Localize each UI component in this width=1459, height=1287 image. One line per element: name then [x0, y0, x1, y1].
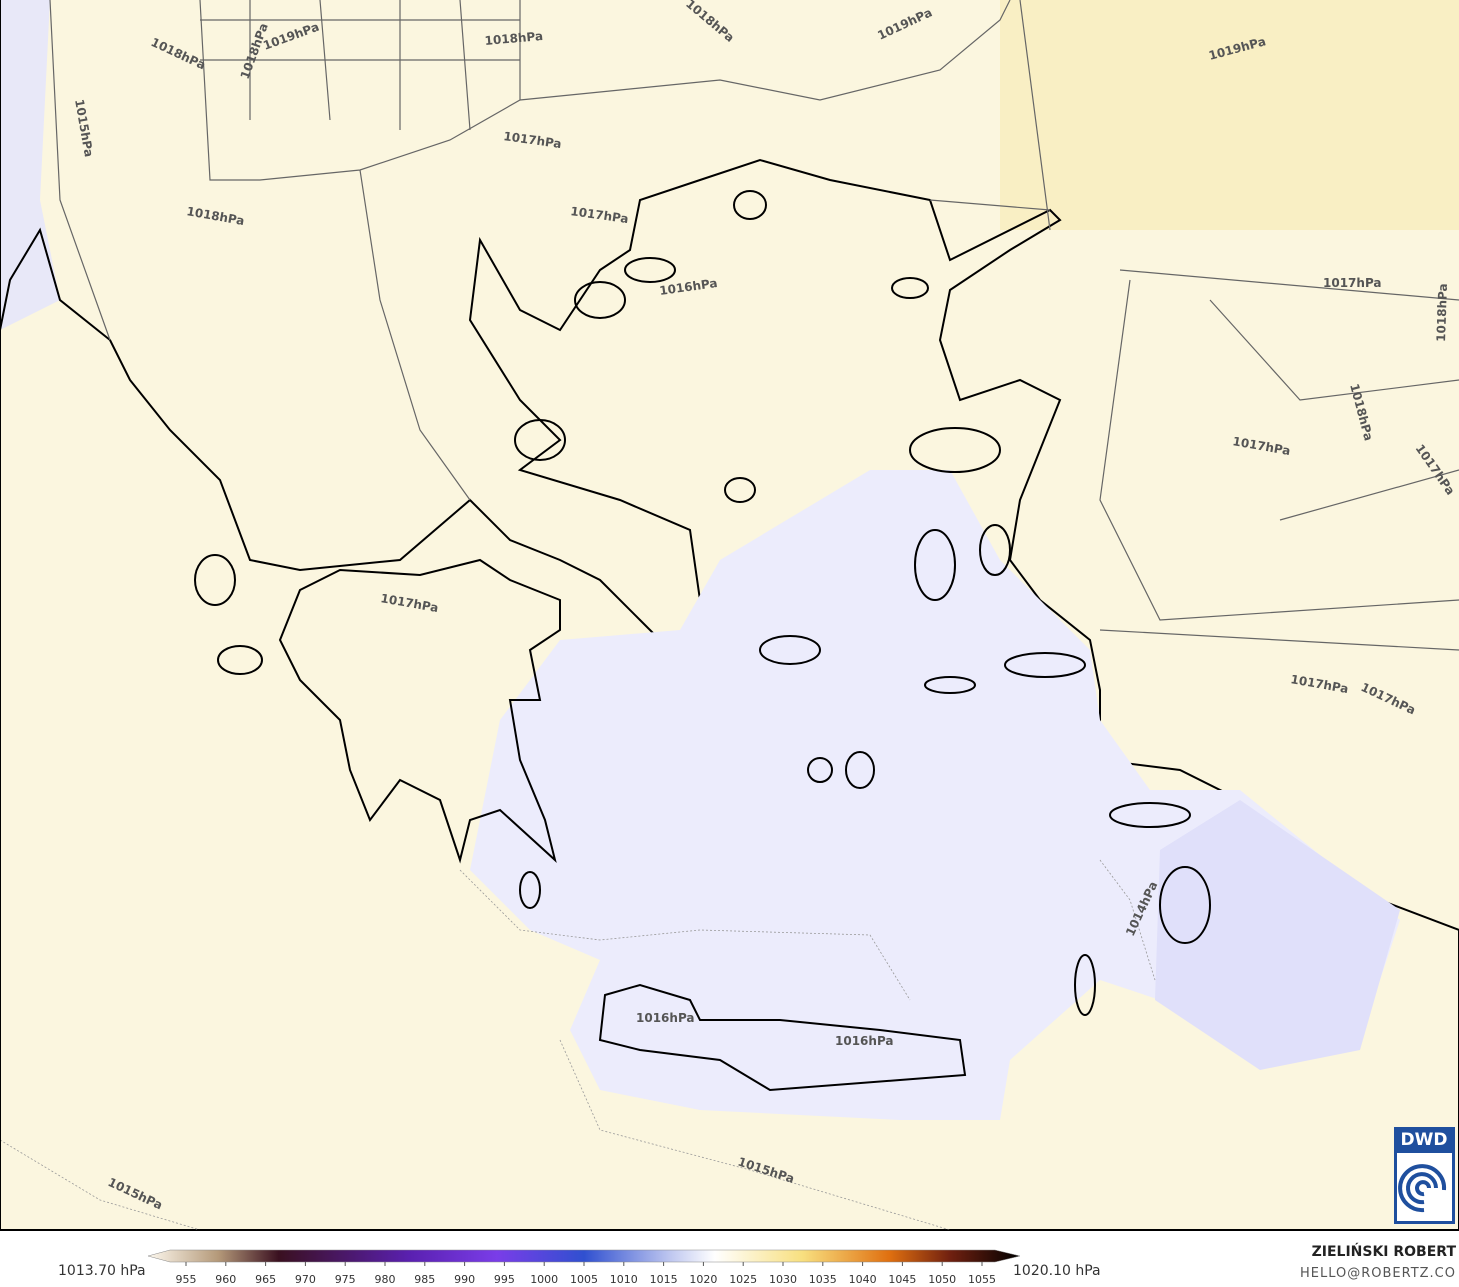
author: ZIELIŃSKI ROBERT — [1312, 1242, 1457, 1260]
dwd-logo: DWD — [1394, 1127, 1455, 1224]
colorbar-tick-label: 985 — [414, 1273, 435, 1286]
colorbar-max: 1020.10 hPa — [1013, 1263, 1101, 1279]
isobar-label: 1018hPa — [484, 29, 544, 48]
isobar-label: 1016hPa — [835, 1034, 894, 1048]
colorbar-tick-label: 980 — [375, 1273, 396, 1286]
isobar-label: 1017hPa — [1323, 276, 1382, 290]
colorbar-tick-label: 1025 — [729, 1273, 757, 1286]
borders — [49, 0, 1459, 651]
regional-borders — [200, 0, 520, 131]
isobar-label: 1016hPa — [636, 1011, 695, 1025]
logo-text: DWD — [1401, 1130, 1448, 1150]
colorbar-tick-label: 1050 — [928, 1273, 956, 1286]
colorbar-tick-label: 1035 — [809, 1273, 837, 1286]
colorbar-tick-label: 955 — [176, 1273, 197, 1286]
colorbar-tick-label: 1005 — [570, 1273, 598, 1286]
logo-swirl — [1398, 1164, 1447, 1213]
colorbar-tick-label: 990 — [454, 1273, 475, 1286]
sea-low-pressure — [1155, 800, 1400, 1070]
isobar-label: 1018hPa — [1434, 283, 1450, 342]
land-north — [1000, 0, 1459, 230]
map-area — [0, 0, 1459, 1231]
peloponnese — [278, 558, 561, 864]
colorbar-tick-label: 1010 — [610, 1273, 638, 1286]
crete — [598, 983, 967, 1092]
colorbar-tick-label: 965 — [255, 1273, 276, 1286]
colorbar: 1013.70 hPa 1020.10 hPa 955 960 965 970 975 9… — [58, 1249, 1101, 1286]
colorbar-tick-label: 1040 — [849, 1273, 877, 1286]
colorbar-tick-label: 960 — [215, 1273, 236, 1286]
isobars — [0, 859, 1156, 1231]
colorbar-tick-label: 1015 — [650, 1273, 678, 1286]
colorbar-tick-label: 1020 — [689, 1273, 717, 1286]
sea — [0, 158, 1459, 1231]
islands — [194, 190, 1211, 1016]
colorbar-min: 1013.70 hPa — [58, 1263, 146, 1279]
colorbar-tick-label: 970 — [295, 1273, 316, 1286]
colorbar-tick-label: 1045 — [888, 1273, 916, 1286]
email: HELLO@ROBERTZ.CO — [1300, 1266, 1456, 1281]
colorbar-tick-label: 1030 — [769, 1273, 797, 1286]
colorbar-tick-label: 1055 — [968, 1273, 996, 1286]
colorbar-tick-label: 1000 — [530, 1273, 558, 1286]
colorbar-scale — [147, 1249, 1021, 1263]
colorbar-tick-label: 995 — [494, 1273, 515, 1286]
colorbar-tick-label: 975 — [335, 1273, 356, 1286]
